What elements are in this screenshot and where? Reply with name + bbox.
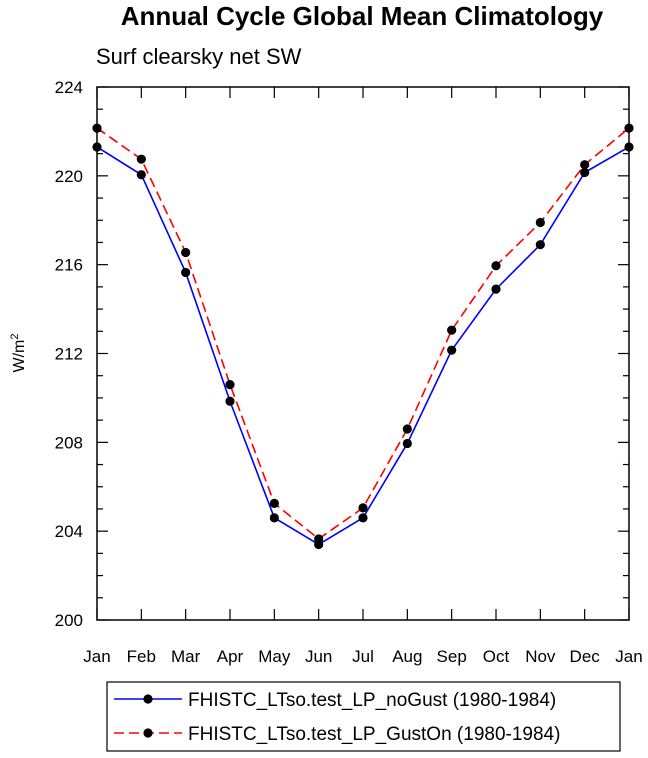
data-point (269, 513, 279, 523)
data-point (136, 154, 146, 164)
data-point (535, 240, 545, 250)
data-point (447, 325, 457, 335)
data-point (358, 503, 368, 513)
x-tick-label: May (258, 647, 291, 666)
series-line-1 (96, 146, 630, 546)
data-point (402, 438, 412, 449)
x-tick-label: Sep (437, 647, 467, 666)
series-lines (96, 127, 630, 546)
x-tick-label: Jun (305, 647, 332, 666)
y-tick-label: 208 (55, 433, 83, 452)
data-point (491, 261, 501, 271)
legend-label-2: FHISTC_LTso.test_LP_GustOn (1980-1984) (188, 724, 560, 745)
data-point (580, 160, 590, 170)
x-tick-label: Feb (127, 647, 156, 666)
data-point (358, 513, 368, 523)
y-tick-label: 204 (55, 522, 83, 541)
x-tick-label: Mar (171, 647, 201, 666)
data-point (535, 217, 545, 228)
chart-subtitle: Surf clearsky net SW (96, 44, 302, 69)
legend-box (106, 681, 621, 752)
plot-frame (96, 86, 630, 621)
tick-labels: 200 204 208 212 216 220 224 Jan Feb Mar Apr May Jun J… (55, 78, 643, 666)
data-point (580, 167, 590, 178)
data-point (136, 170, 146, 180)
y-tick-label: 216 (55, 256, 83, 275)
data-point (402, 424, 412, 434)
y-tick-label: 212 (55, 345, 83, 364)
data-point (225, 379, 235, 390)
data-point (181, 267, 191, 278)
series-line-2 (96, 127, 630, 540)
legend: FHISTC_LTso.test_LP_noGust (1980-1984) FH… (114, 690, 560, 745)
chart-title: Annual Cycle Global Mean Climatology (121, 1, 604, 31)
y-tick-label: 220 (55, 167, 83, 186)
x-tick-label: Oct (483, 647, 510, 666)
x-tick-label: Apr (217, 647, 244, 666)
data-point (447, 345, 457, 355)
legend-marker-2 (143, 728, 153, 738)
y-tick-label: 224 (55, 78, 83, 97)
y-axis-label: W/m2 (9, 334, 28, 373)
data-point (181, 247, 191, 258)
x-tick-label: Jan (615, 647, 642, 666)
y-axis-label-superscript: 2 (9, 334, 21, 340)
x-tick-label: Jul (352, 647, 374, 666)
y-tick-label: 200 (55, 611, 83, 630)
x-tick-label: Jan (83, 647, 110, 666)
axis-ticks (96, 86, 630, 621)
data-point (225, 396, 235, 406)
legend-marker-1 (143, 694, 153, 704)
legend-label-1: FHISTC_LTso.test_LP_noGust (1980-1984) (188, 690, 556, 711)
data-point (491, 284, 501, 294)
x-tick-label: Aug (392, 647, 422, 666)
y-axis-label-text: W/m (11, 340, 28, 373)
data-point (269, 498, 279, 509)
x-tick-label: Nov (525, 647, 556, 666)
x-tick-label: Dec (570, 647, 601, 666)
series-markers (92, 123, 634, 550)
data-point (314, 534, 324, 544)
